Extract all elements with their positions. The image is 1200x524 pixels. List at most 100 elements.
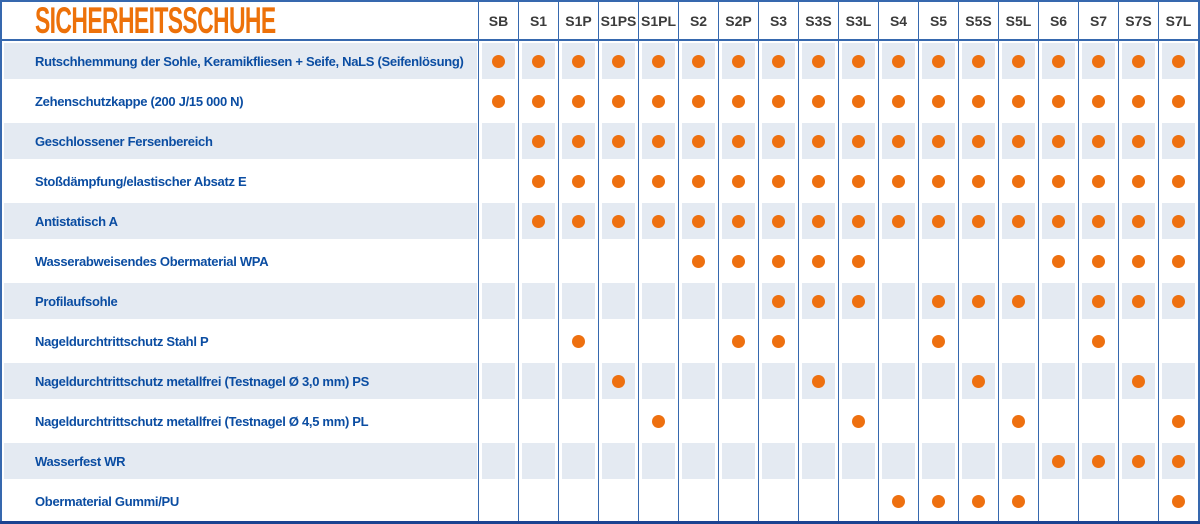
cell-s6 bbox=[1039, 481, 1079, 521]
feature-dot bbox=[1052, 454, 1065, 468]
cell-s1ps bbox=[599, 321, 639, 361]
cell-s3l bbox=[839, 241, 879, 281]
cell-s5 bbox=[919, 161, 959, 201]
feature-dot bbox=[892, 134, 905, 148]
feature-dot bbox=[1132, 254, 1145, 268]
feature-dot bbox=[612, 214, 625, 228]
cell-sb bbox=[479, 121, 519, 161]
feature-dot bbox=[852, 134, 865, 148]
feature-dot bbox=[572, 334, 585, 348]
cell-s5 bbox=[919, 201, 959, 241]
cell-sb bbox=[479, 41, 519, 81]
cell-s1p bbox=[559, 361, 599, 401]
feature-dot bbox=[972, 54, 985, 68]
row-label-text: Stoßdämpfung/elastischer Absatz E bbox=[35, 173, 247, 189]
row-label: Wasserfest WR bbox=[2, 441, 479, 481]
feature-dot bbox=[572, 214, 585, 228]
cell-s1pl bbox=[639, 161, 679, 201]
cell-s3l bbox=[839, 321, 879, 361]
feature-dot bbox=[732, 94, 745, 108]
cell-s1pl bbox=[639, 401, 679, 441]
column-header-s4: S4 bbox=[879, 0, 919, 41]
feature-dot bbox=[972, 374, 985, 388]
feature-dot bbox=[572, 134, 585, 148]
column-header-s5: S5 bbox=[919, 0, 959, 41]
feature-dot bbox=[1172, 134, 1185, 148]
feature-dot bbox=[1012, 414, 1025, 428]
feature-dot bbox=[1132, 174, 1145, 188]
feature-dot bbox=[692, 94, 705, 108]
cell-s6 bbox=[1039, 241, 1079, 281]
cell-s1ps bbox=[599, 241, 639, 281]
cell-s4 bbox=[879, 281, 919, 321]
cell-s7 bbox=[1079, 201, 1119, 241]
feature-dot bbox=[852, 294, 865, 308]
feature-dot bbox=[652, 134, 665, 148]
cell-s7s bbox=[1119, 441, 1159, 481]
feature-dot bbox=[972, 94, 985, 108]
feature-dot bbox=[1052, 134, 1065, 148]
cell-s7 bbox=[1079, 81, 1119, 121]
cell-s3 bbox=[759, 241, 799, 281]
row-label: Wasserabweisendes Obermaterial WPA bbox=[2, 241, 479, 281]
cell-s5s bbox=[959, 481, 999, 521]
row-label-text: Nageldurchtrittschutz metallfrei (Testna… bbox=[35, 413, 369, 429]
row-label-text: Obermaterial Gummi/PU bbox=[35, 493, 179, 509]
cell-s5l bbox=[999, 41, 1039, 81]
cell-s6 bbox=[1039, 321, 1079, 361]
cell-s3s bbox=[799, 441, 839, 481]
feature-dot bbox=[892, 94, 905, 108]
cell-s3s bbox=[799, 321, 839, 361]
cell-sb bbox=[479, 401, 519, 441]
row-label-text: Antistatisch A bbox=[35, 213, 118, 229]
row-label: Stoßdämpfung/elastischer Absatz E bbox=[2, 161, 479, 201]
cell-s6 bbox=[1039, 361, 1079, 401]
cell-s5l bbox=[999, 401, 1039, 441]
cell-s3l bbox=[839, 81, 879, 121]
feature-dot bbox=[532, 134, 545, 148]
cell-s1pl bbox=[639, 201, 679, 241]
cell-s1pl bbox=[639, 281, 679, 321]
feature-dot bbox=[812, 374, 825, 388]
cell-s2p bbox=[719, 241, 759, 281]
feature-dot bbox=[892, 54, 905, 68]
feature-dot bbox=[1052, 214, 1065, 228]
cell-s6 bbox=[1039, 441, 1079, 481]
cell-s5 bbox=[919, 121, 959, 161]
cell-s5 bbox=[919, 441, 959, 481]
cell-s7s bbox=[1119, 201, 1159, 241]
feature-dot bbox=[1172, 294, 1185, 308]
cell-s5s bbox=[959, 361, 999, 401]
cell-s6 bbox=[1039, 281, 1079, 321]
feature-dot bbox=[1012, 494, 1025, 508]
feature-dot bbox=[772, 294, 785, 308]
cell-s6 bbox=[1039, 41, 1079, 81]
feature-dot bbox=[852, 214, 865, 228]
cell-s1 bbox=[519, 241, 559, 281]
row-label: Geschlossener Fersenbereich bbox=[2, 121, 479, 161]
feature-dot bbox=[1132, 374, 1145, 388]
cell-s1 bbox=[519, 161, 559, 201]
cell-s3s bbox=[799, 41, 839, 81]
feature-dot bbox=[612, 54, 625, 68]
cell-s3l bbox=[839, 161, 879, 201]
cell-sb bbox=[479, 241, 519, 281]
feature-dot bbox=[492, 54, 505, 68]
cell-s7 bbox=[1079, 161, 1119, 201]
feature-dot bbox=[1092, 214, 1105, 228]
cell-s3l bbox=[839, 121, 879, 161]
cell-s5l bbox=[999, 441, 1039, 481]
column-header-s3l: S3L bbox=[839, 0, 879, 41]
feature-dot bbox=[932, 174, 945, 188]
cell-s1p bbox=[559, 481, 599, 521]
table-bottom-rule bbox=[0, 521, 1200, 524]
feature-dot bbox=[532, 174, 545, 188]
feature-dot bbox=[1172, 454, 1185, 468]
feature-dot bbox=[1012, 214, 1025, 228]
feature-dot bbox=[972, 134, 985, 148]
cell-s3 bbox=[759, 81, 799, 121]
cell-s4 bbox=[879, 401, 919, 441]
cell-s1pl bbox=[639, 81, 679, 121]
feature-dot bbox=[572, 94, 585, 108]
feature-dot bbox=[1172, 254, 1185, 268]
